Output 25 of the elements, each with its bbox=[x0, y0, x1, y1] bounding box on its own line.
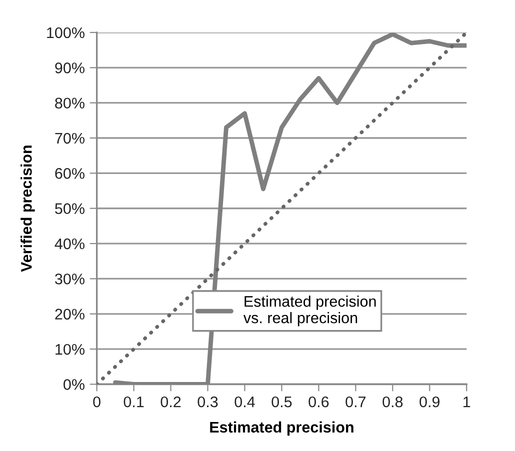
y-tick-label: 100% bbox=[47, 27, 84, 38]
y-tick-label: 60% bbox=[55, 168, 84, 179]
legend-label: Estimated precision vs. real precision bbox=[243, 296, 376, 326]
y-tick-label: 50% bbox=[55, 203, 84, 214]
y-axis-title: Verified precision bbox=[20, 146, 35, 272]
y-tick-label: 90% bbox=[55, 62, 84, 74]
x-tick-label: 0.7 bbox=[346, 396, 366, 408]
x-tick-label: 0.2 bbox=[160, 396, 181, 408]
y-tick-label: 70% bbox=[55, 132, 84, 144]
y-tick-label: 80% bbox=[55, 98, 84, 109]
x-tick-label: 0.3 bbox=[198, 396, 218, 408]
x-tick-label: 0.5 bbox=[272, 396, 292, 408]
x-tick-label: 0.4 bbox=[234, 396, 255, 408]
y-tick-label: 10% bbox=[56, 344, 84, 355]
y-tick-label: 0% bbox=[64, 379, 84, 390]
y-tick-label: 20% bbox=[55, 308, 84, 320]
y-tick-label: 30% bbox=[55, 274, 84, 284]
x-tick-label: 0.6 bbox=[308, 396, 329, 408]
x-tick-label: 0 bbox=[93, 396, 100, 408]
y-tick-label: 40% bbox=[54, 238, 84, 250]
x-axis-title: Estimated precision bbox=[210, 421, 354, 436]
x-tick-label: 0.8 bbox=[382, 396, 403, 408]
x-tick-label: 0.9 bbox=[420, 396, 440, 408]
x-tick-label: 1 bbox=[464, 396, 470, 408]
x-tick-label: 0.1 bbox=[124, 396, 144, 408]
